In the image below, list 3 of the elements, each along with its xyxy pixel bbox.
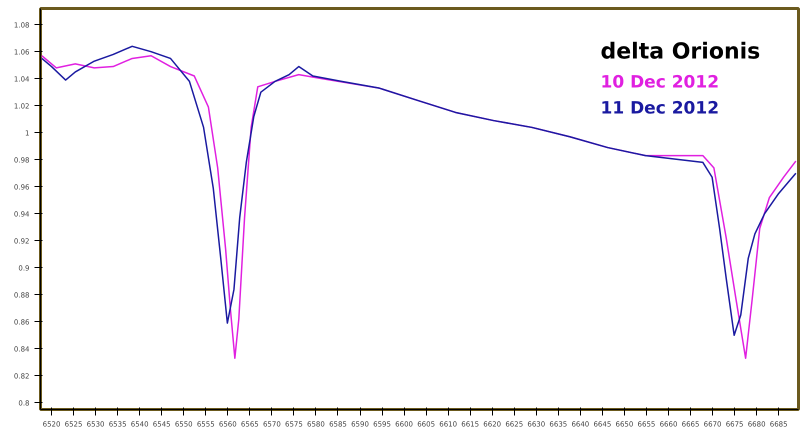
- text: delta Orionis: [600, 40, 760, 64]
- series-label: 11 Dec 2012: [600, 98, 720, 118]
- text: 10 Dec 2012: [600, 72, 720, 92]
